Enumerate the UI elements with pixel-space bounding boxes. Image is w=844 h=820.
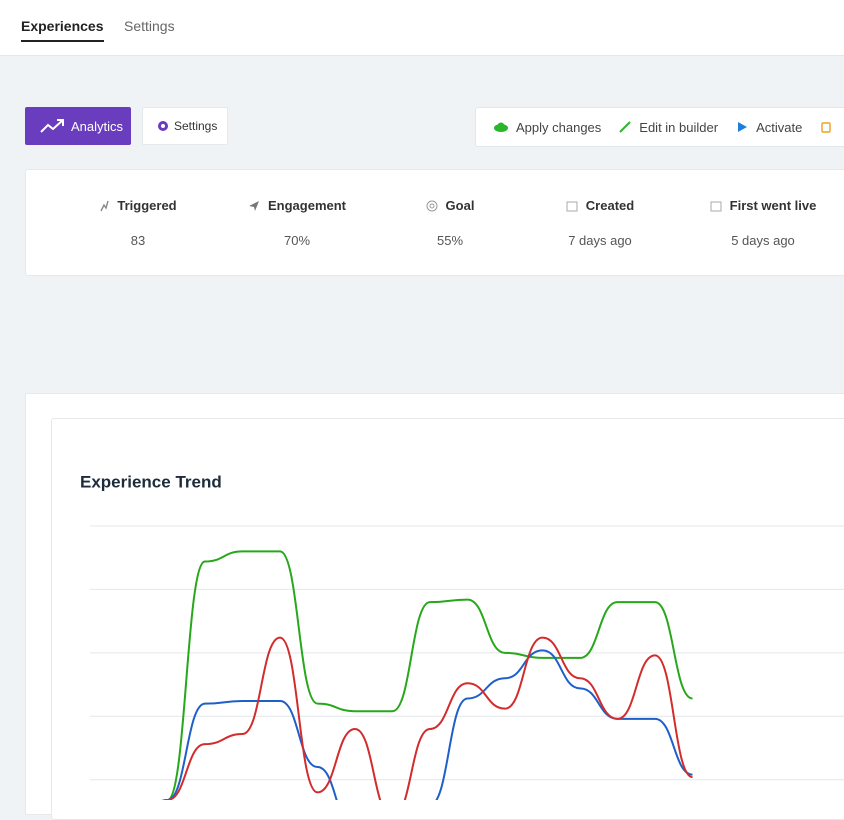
apply-changes[interactable]: Apply changes — [494, 120, 601, 135]
label: Analytics — [71, 118, 124, 134]
chart: Experience Trend — [80, 472, 844, 800]
stat: Engagement 70% — [222, 198, 372, 248]
stat-value: 83 — [130, 233, 146, 248]
header: Experiences Settings — [0, 0, 844, 56]
activate[interactable]: Activate — [736, 120, 802, 135]
line-series — [162, 550, 693, 800]
action-bar: Apply changes Edit in builder Activate — [475, 107, 844, 147]
stat-label: First went live — [729, 198, 817, 213]
copy[interactable] — [820, 121, 832, 133]
icon — [494, 122, 508, 132]
icon — [426, 200, 438, 211]
label: Activate — [756, 119, 803, 135]
stat-value: 7 days ago — [568, 233, 632, 248]
icon — [821, 122, 832, 133]
stat: Goal 55% — [375, 198, 525, 248]
stat: Created 7 days ago — [525, 198, 675, 248]
stat-value: 5 days ago — [731, 233, 795, 248]
stat: First went live 5 days ago — [688, 198, 838, 248]
icon — [248, 200, 259, 211]
tab[interactable]: Settings — [124, 18, 175, 34]
tab[interactable]: Experiences — [21, 18, 104, 42]
icon — [710, 201, 722, 211]
icon — [566, 201, 578, 211]
stat: Triggered 83 — [63, 198, 213, 248]
icon — [100, 200, 110, 211]
icon — [158, 121, 168, 131]
analytics-button[interactable]: Analytics — [25, 107, 131, 145]
line-series — [162, 636, 693, 800]
settings-button[interactable]: Settings — [142, 107, 228, 145]
label: Apply changes — [516, 119, 602, 135]
stat-label: Created — [585, 198, 635, 213]
stat-label: Triggered — [117, 198, 177, 213]
stats-card: Triggered 83 Engagement 70% Goal 55% Create… — [25, 169, 844, 276]
chart-panel — [51, 418, 844, 820]
line-series — [162, 649, 693, 800]
stat-label: Engagement — [267, 198, 346, 213]
edit-in-builder[interactable]: Edit in builder — [619, 120, 718, 135]
chart-title: Experience Trend — [80, 472, 222, 491]
icon — [619, 121, 631, 133]
stat-value: 70% — [283, 233, 311, 248]
icon — [40, 119, 64, 133]
stat-label: Goal — [445, 198, 475, 213]
label: Settings — [174, 119, 218, 133]
label: Edit in builder — [639, 119, 719, 135]
stat-value: 55% — [436, 233, 464, 248]
icon — [738, 122, 748, 132]
